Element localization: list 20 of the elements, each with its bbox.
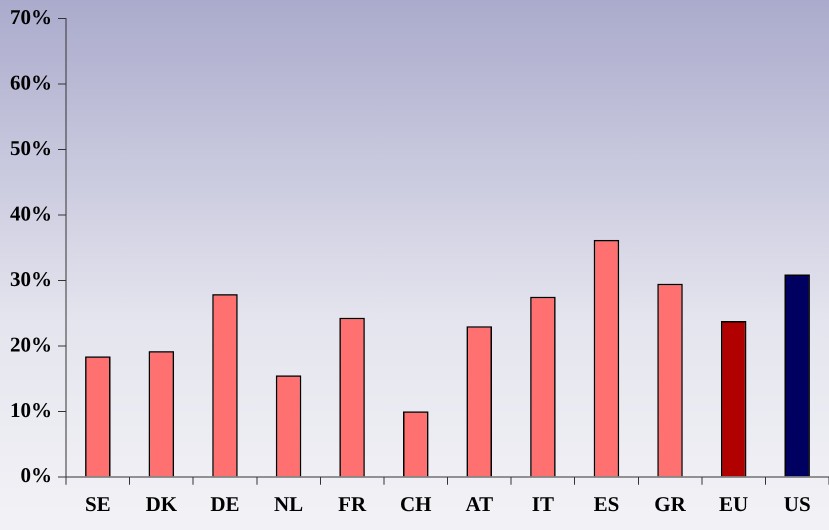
y-tick-label: 40%	[10, 201, 52, 226]
x-tick-label: ES	[594, 492, 620, 516]
y-tick-label: 70%	[10, 5, 52, 30]
x-tick-label: CH	[400, 492, 432, 516]
x-tick-label: GR	[654, 492, 687, 516]
x-tick-label: EU	[719, 492, 748, 516]
y-tick-label: 50%	[10, 136, 52, 160]
x-tick-label: IT	[532, 492, 554, 516]
x-tick-label: FR	[338, 492, 367, 516]
y-tick-label: 20%	[10, 332, 52, 356]
x-tick-label: AT	[465, 492, 494, 516]
x-tick-label: DK	[146, 492, 178, 516]
x-tick-label: DE	[210, 492, 240, 516]
y-tick-label: 0%	[20, 463, 52, 488]
y-tick-label: 60%	[10, 70, 52, 94]
x-tick-label: SE	[84, 492, 111, 516]
y-tick-label: 30%	[10, 266, 52, 291]
x-tick-label: NL	[274, 492, 304, 516]
x-tick-label: US	[784, 492, 811, 516]
y-tick-label: 10%	[10, 398, 52, 422]
